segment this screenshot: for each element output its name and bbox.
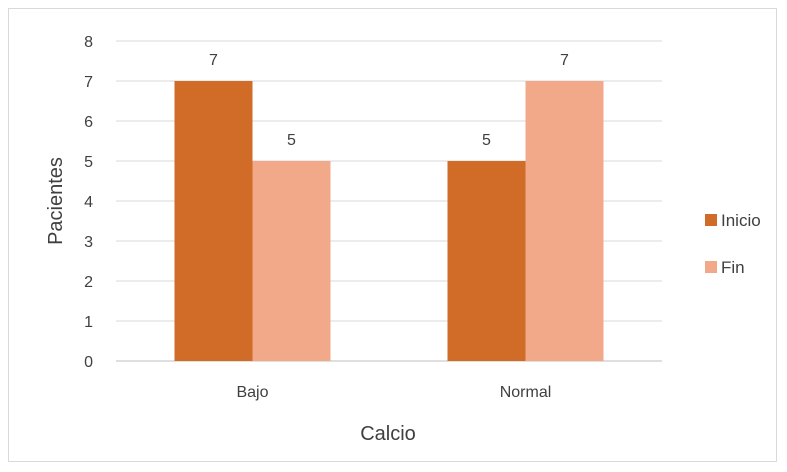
legend-swatch-inicio (705, 214, 717, 226)
bars (174, 81, 604, 361)
y-axis-ticks: 0 1 2 3 4 5 6 7 8 (84, 34, 93, 371)
data-labels: 7 5 5 7 (209, 52, 569, 149)
y-tick-label: 3 (84, 234, 93, 251)
legend-label-inicio: Inicio (721, 211, 761, 230)
bar-inicio-bajo (174, 81, 253, 361)
data-label: 7 (560, 52, 569, 69)
y-tick-label: 7 (84, 74, 93, 91)
data-label: 5 (482, 132, 491, 149)
y-axis-title: Pacientes (45, 157, 67, 245)
bar-fin-normal (525, 81, 604, 361)
x-tick-label: Bajo (236, 384, 268, 401)
y-tick-label: 4 (84, 194, 93, 211)
chart-frame (8, 8, 777, 462)
y-tick-label: 5 (84, 154, 93, 171)
y-tick-label: 0 (84, 354, 93, 371)
legend: Inicio Fin (705, 211, 761, 277)
x-axis-ticks: Bajo Normal (236, 384, 551, 401)
y-tick-label: 1 (84, 314, 93, 331)
legend-swatch-fin (705, 261, 717, 273)
data-label: 7 (209, 52, 218, 69)
bar-fin-bajo (252, 161, 331, 361)
bar-inicio-normal (447, 161, 526, 361)
x-axis-title: Calcio (360, 423, 416, 445)
y-tick-label: 2 (84, 274, 93, 291)
data-label: 5 (287, 132, 296, 149)
y-tick-label: 8 (84, 34, 93, 51)
x-tick-label: Normal (500, 384, 552, 401)
legend-label-fin: Fin (721, 258, 745, 277)
y-tick-label: 6 (84, 114, 93, 131)
